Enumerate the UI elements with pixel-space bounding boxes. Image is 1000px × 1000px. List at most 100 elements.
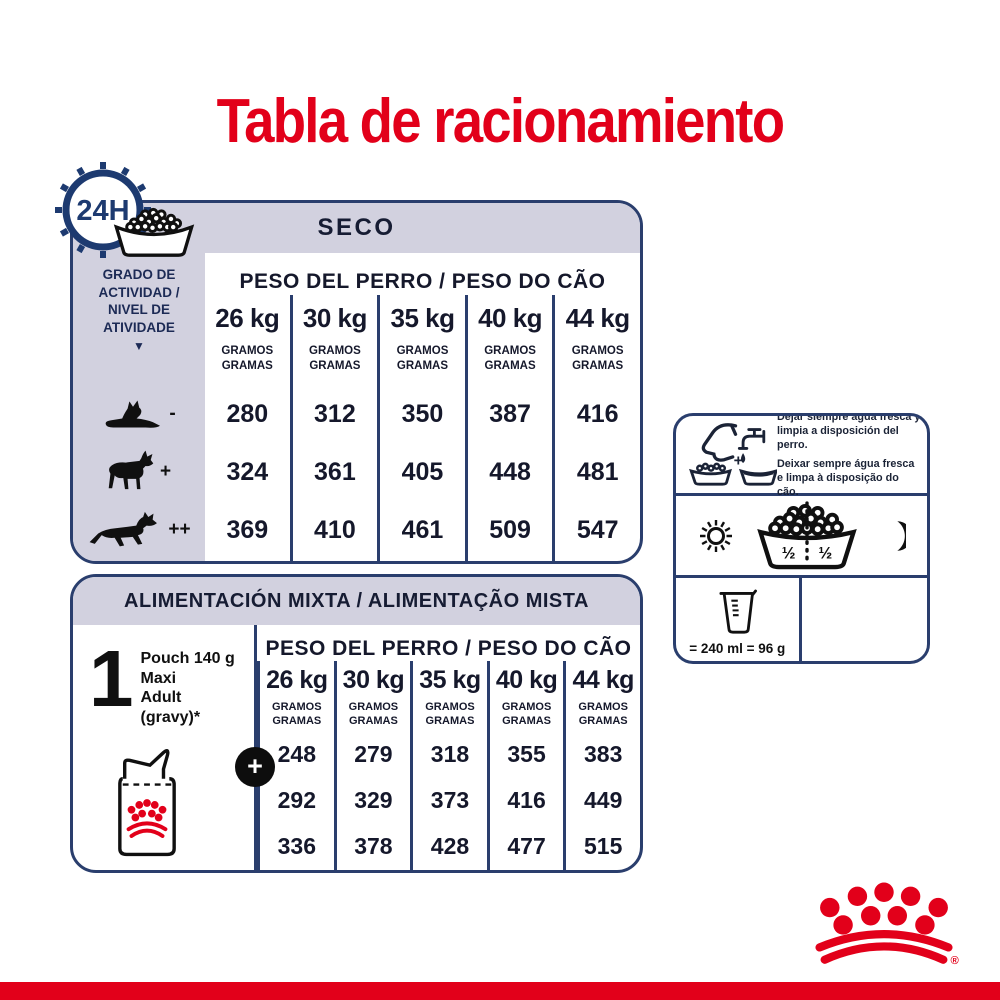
dog-weight-header: PESO DEL PERRO / PESO DO CÃO — [265, 637, 632, 660]
weight-label: 35 kg — [419, 665, 481, 694]
unit-label: GRAMOS GRAMAS — [396, 345, 449, 372]
unit-label: GRAMOS GRAMAS — [578, 701, 628, 727]
page-title: Tabla de racionamiento — [216, 87, 785, 156]
weight-label: 40 kg — [495, 665, 558, 694]
mixta-column-30kg: 30 kg GRAMOS GRAMAS 279 329 378 — [333, 661, 411, 870]
empty-cell — [802, 578, 928, 661]
dog-running-icon — [89, 511, 158, 547]
mixta-column-40kg: 40 kg GRAMOS GRAMAS 355 416 477 — [486, 661, 564, 870]
unit-label: GRAMOS GRAMAS — [221, 345, 274, 372]
fresh-water-section: + Dejar siempre agua fresca y limpia a d… — [676, 413, 927, 499]
weight-label: 40 kg — [478, 302, 543, 333]
unit-label: GRAMOS GRAMAS — [425, 701, 475, 727]
ration-value: 461 — [401, 515, 444, 544]
weight-label: 44 kg — [565, 302, 631, 333]
triangle-down-icon: ▼ — [133, 339, 145, 354]
dog-lying-icon — [105, 400, 161, 428]
activity-row-medium: + — [73, 443, 205, 501]
mixed-feeding-table: ALIMENTACIÓN MIXTA / ALIMENTAÇÃO MISTA 1… — [70, 574, 643, 873]
ration-value: 515 — [583, 832, 623, 859]
wet-food-pouch-icon — [118, 749, 176, 857]
ration-value: 312 — [314, 399, 356, 428]
ration-value: 336 — [277, 832, 316, 859]
pouch-info-block: 1 Pouch 140 g Maxi Adult (gravy)* — [73, 625, 275, 870]
ration-value: 405 — [401, 457, 444, 486]
unit-label: GRAMOS GRAMAS — [309, 345, 361, 372]
unit-label: GRAMOS GRAMAS — [272, 701, 322, 727]
ration-value: 248 — [277, 740, 316, 767]
activity-sidebar: GRADO DE ACTIVIDAD / NIVEL DE ATIVIDADE … — [73, 253, 205, 561]
ration-value: 383 — [583, 740, 623, 767]
mixed-feeding-header: ALIMENTACIÓN MIXTA / ALIMENTAÇÃO MISTA — [73, 577, 640, 625]
weight-label: 44 kg — [572, 665, 634, 694]
dog-standing-icon — [108, 450, 154, 490]
ration-value: 279 — [354, 740, 393, 767]
pouch-count: 1 — [89, 634, 133, 723]
activity-marker: ++ — [168, 519, 191, 540]
plus-icon: + — [235, 747, 275, 787]
pouch-description: Pouch 140 g Maxi Adult (gravy)* — [140, 650, 235, 726]
seco-column-30kg: 30 kg GRAMOS GRAMAS 312 361 410 — [289, 295, 378, 561]
dog-weight-header: PESO DEL PERRO / PESO DO CÃO — [239, 270, 606, 293]
ration-value: 449 — [583, 786, 623, 813]
seco-column-44kg: 44 kg GRAMOS GRAMAS 416 481 547 — [552, 295, 640, 561]
activity-row-low: - — [73, 385, 205, 443]
ration-value: 448 — [489, 457, 531, 486]
svg-text:®: ® — [950, 955, 959, 967]
mixta-column-44kg: 44 kg GRAMOS GRAMAS 383 449 515 — [563, 661, 640, 870]
seco-column-26kg: 26 kg GRAMOS GRAMAS 280 324 369 — [205, 295, 290, 561]
kibble-bowl-icon — [113, 207, 195, 257]
measuring-cup-icon — [719, 589, 758, 634]
ration-value: 369 — [226, 515, 269, 544]
weight-label: 26 kg — [215, 302, 280, 333]
ration-value: 355 — [507, 740, 546, 767]
royal-canin-crown-logo: ® — [815, 882, 959, 967]
moon-icon — [896, 520, 906, 551]
unit-label: GRAMOS GRAMAS — [501, 701, 552, 727]
activity-marker: + — [159, 461, 172, 482]
ration-value: 280 — [226, 399, 269, 428]
ration-value: 373 — [430, 786, 470, 813]
cup-equivalence-note: = 240 ml = 96 g — [689, 641, 786, 656]
ration-value: 477 — [507, 832, 546, 859]
ration-value: 378 — [354, 832, 393, 859]
sun-icon — [699, 519, 732, 552]
ration-value: 324 — [226, 457, 269, 486]
ration-value: 547 — [576, 515, 619, 544]
svg-text:+: + — [734, 452, 743, 469]
weight-label: 35 kg — [390, 302, 455, 333]
ration-value: 292 — [277, 786, 316, 813]
activity-sidebar-label: GRADO DE ACTIVIDAD / NIVEL DE ATIVIDADE — [98, 267, 180, 335]
svg-text:24H: 24H — [76, 195, 129, 227]
weight-label: 30 kg — [342, 665, 405, 694]
weight-label: 30 kg — [302, 302, 368, 333]
unit-label: GRAMOS GRAMAS — [484, 345, 536, 372]
ration-value: 387 — [489, 399, 531, 428]
activity-marker: - — [169, 403, 176, 424]
ration-value: 329 — [354, 786, 393, 813]
ration-value: 416 — [507, 786, 546, 813]
ration-value: 361 — [314, 457, 356, 486]
svg-text:½: ½ — [818, 544, 832, 562]
ration-value: 481 — [576, 457, 619, 486]
ration-value: 350 — [401, 399, 444, 428]
ration-value: 509 — [489, 515, 531, 544]
feeding-tips-panel: + Dejar siempre agua fresca y limpia a d… — [673, 413, 930, 664]
measuring-cup-section: = 240 ml = 96 g — [676, 578, 927, 661]
unit-label: GRAMOS GRAMAS — [348, 701, 399, 727]
unit-label: GRAMOS GRAMAS — [571, 345, 624, 372]
ration-value: 318 — [430, 740, 470, 767]
mixta-column-35kg: 35 kg GRAMOS GRAMAS 318 373 428 — [410, 661, 487, 870]
weight-label: 26 kg — [266, 665, 328, 694]
ration-value: 416 — [576, 399, 619, 428]
activity-row-high: ++ — [73, 501, 205, 559]
bottom-brand-stripe — [0, 982, 1000, 1000]
seco-column-35kg: 35 kg GRAMOS GRAMAS 350 405 461 — [377, 295, 465, 561]
dog-drinking-water-icon: + — [689, 422, 777, 486]
ration-value: 428 — [430, 832, 470, 859]
ration-value: 410 — [314, 515, 356, 544]
split-ration-section: ½ ½ — [676, 496, 927, 578]
half-bowl-icon: ½ ½ — [756, 500, 857, 569]
svg-text:½: ½ — [781, 544, 795, 562]
fresh-water-note: Dejar siempre agua fresca y limpia a dis… — [777, 413, 921, 499]
